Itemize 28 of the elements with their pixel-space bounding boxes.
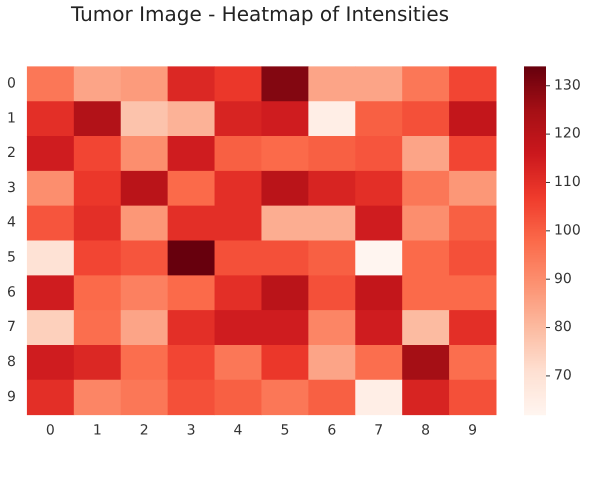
color-bar-label: 120 xyxy=(554,126,581,142)
color-bar-label: 130 xyxy=(554,77,581,94)
chart-title: Tumor Image - Heatmap of Intensities xyxy=(70,2,450,26)
x-tick-label: 5 xyxy=(280,422,290,439)
x-tick-label: 2 xyxy=(140,422,149,439)
y-tick-label: 8 xyxy=(6,354,16,370)
y-tick-label: 1 xyxy=(6,110,16,126)
y-tick-label: 9 xyxy=(6,388,16,405)
x-tick-label: 6 xyxy=(327,422,336,439)
color-bar-label: 80 xyxy=(554,319,572,336)
y-tick-label: 6 xyxy=(6,284,16,300)
x-tick-label: 0 xyxy=(46,422,55,439)
y-tick-label: 5 xyxy=(6,250,16,266)
x-tick-label: 9 xyxy=(468,422,478,439)
y-tick-label: 0 xyxy=(6,75,16,92)
color-bar-label: 110 xyxy=(554,174,581,190)
color-bar-label: 90 xyxy=(554,270,572,287)
y-tick-label: 3 xyxy=(6,180,16,196)
x-tick-label: 4 xyxy=(234,422,243,439)
x-tick-label: 1 xyxy=(92,422,102,439)
y-tick-label: 2 xyxy=(6,145,16,162)
color-bar-label: 70 xyxy=(554,368,572,384)
color-bar-label: 100 xyxy=(554,222,581,238)
y-tick-label: 4 xyxy=(6,214,16,231)
x-tick-label: 3 xyxy=(186,422,196,439)
x-tick-label: 7 xyxy=(374,422,384,439)
x-tick-label: 8 xyxy=(421,422,430,439)
y-tick-label: 7 xyxy=(6,319,16,336)
